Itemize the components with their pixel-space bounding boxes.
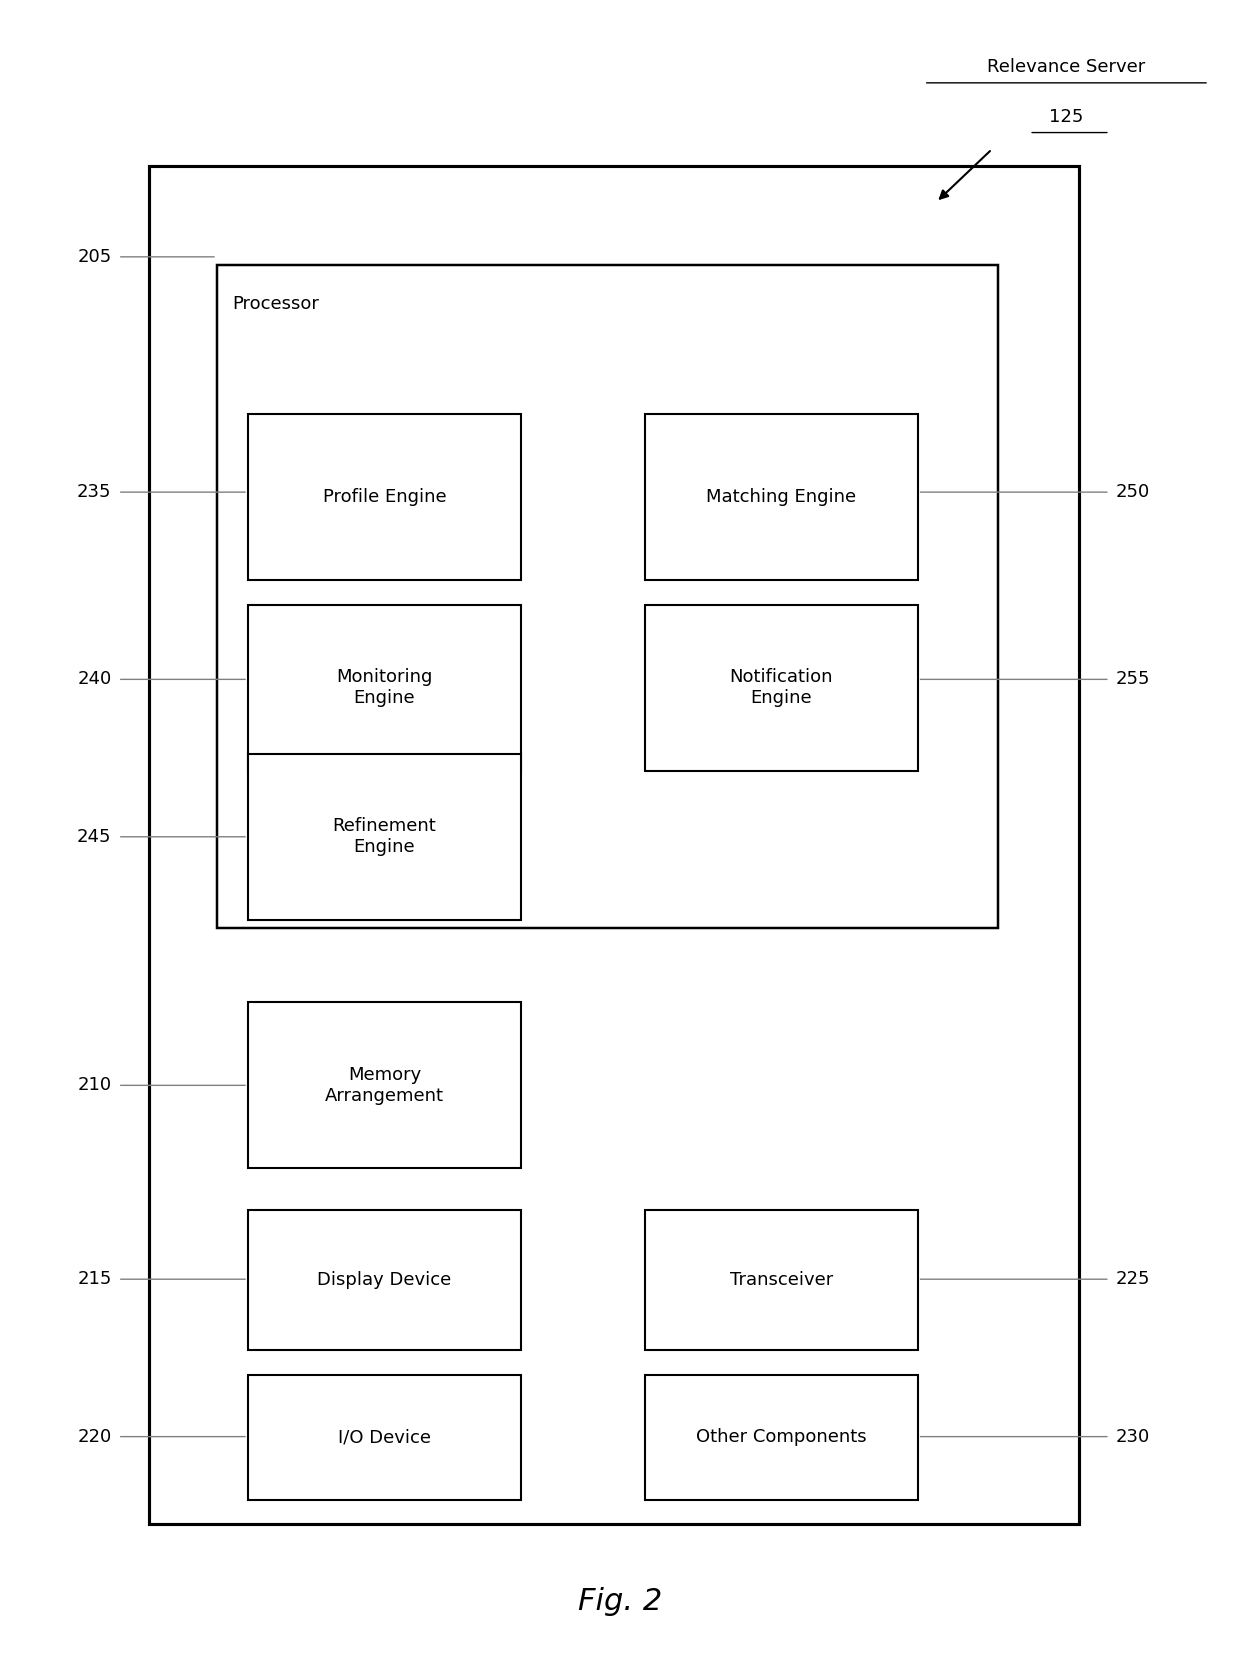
FancyBboxPatch shape: [248, 1375, 521, 1500]
Text: 225: 225: [1116, 1271, 1151, 1287]
Text: 235: 235: [77, 484, 112, 500]
Text: Relevance Server: Relevance Server: [987, 58, 1146, 76]
FancyBboxPatch shape: [248, 754, 521, 920]
Text: Processor: Processor: [232, 295, 319, 313]
Text: 245: 245: [77, 828, 112, 845]
Text: Matching Engine: Matching Engine: [706, 489, 857, 505]
Text: Refinement
Engine: Refinement Engine: [332, 817, 436, 857]
FancyBboxPatch shape: [248, 605, 521, 771]
Text: 240: 240: [77, 671, 112, 688]
FancyBboxPatch shape: [217, 265, 998, 928]
Text: 255: 255: [1116, 671, 1151, 688]
FancyBboxPatch shape: [645, 414, 918, 580]
FancyBboxPatch shape: [645, 1375, 918, 1500]
Text: Display Device: Display Device: [317, 1271, 451, 1289]
Text: Notification
Engine: Notification Engine: [729, 668, 833, 708]
Text: Memory
Arrangement: Memory Arrangement: [325, 1065, 444, 1105]
Text: 215: 215: [77, 1271, 112, 1287]
Text: 210: 210: [77, 1077, 112, 1094]
Text: Profile Engine: Profile Engine: [322, 489, 446, 505]
Text: I/O Device: I/O Device: [337, 1428, 432, 1447]
FancyBboxPatch shape: [645, 605, 918, 771]
FancyBboxPatch shape: [248, 1210, 521, 1350]
FancyBboxPatch shape: [645, 1210, 918, 1350]
FancyBboxPatch shape: [149, 166, 1079, 1524]
Text: 250: 250: [1116, 484, 1151, 500]
Text: 125: 125: [1049, 108, 1084, 126]
Text: Other Components: Other Components: [696, 1428, 867, 1447]
FancyBboxPatch shape: [248, 1002, 521, 1168]
Text: Transceiver: Transceiver: [729, 1271, 833, 1289]
Text: 230: 230: [1116, 1428, 1151, 1445]
Text: 220: 220: [77, 1428, 112, 1445]
Text: 205: 205: [77, 249, 112, 265]
Text: Monitoring
Engine: Monitoring Engine: [336, 668, 433, 708]
FancyBboxPatch shape: [248, 414, 521, 580]
Text: Fig. 2: Fig. 2: [578, 1586, 662, 1616]
